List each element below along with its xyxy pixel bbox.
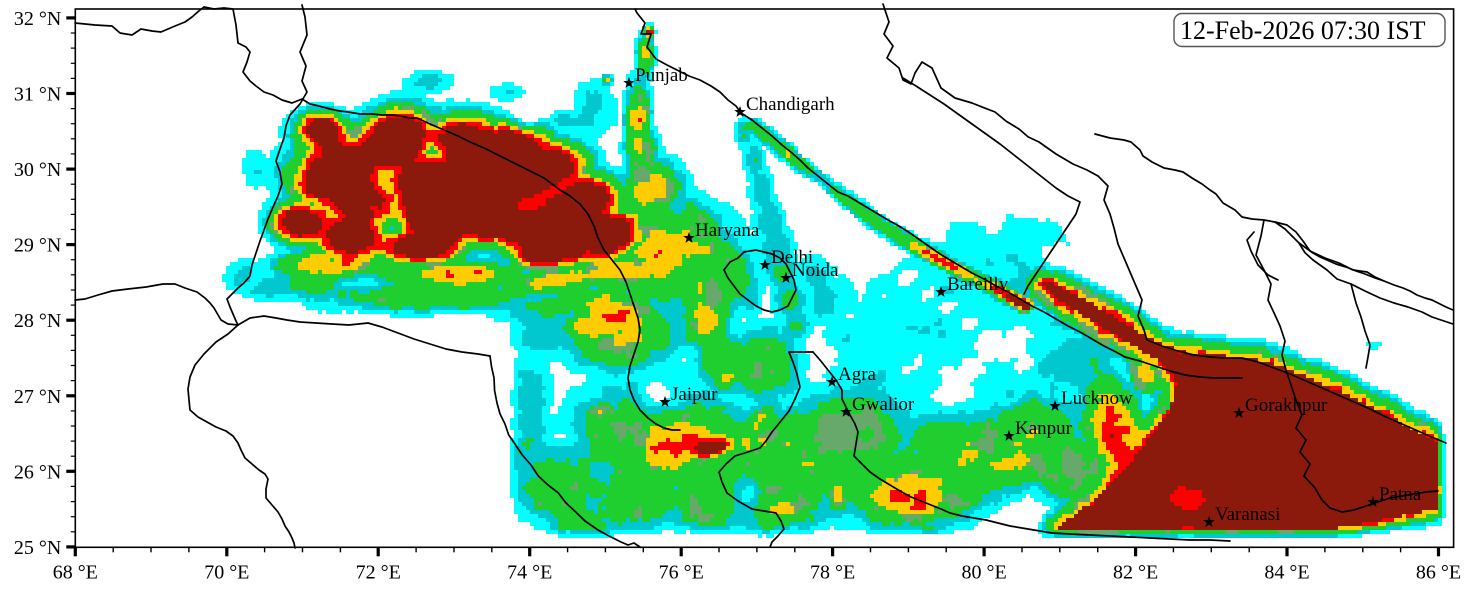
svg-text:Bareilly: Bareilly [947,274,1009,295]
svg-text:30 °N: 30 °N [14,159,61,181]
svg-text:70 °E: 70 °E [204,561,249,583]
svg-text:80 °E: 80 °E [961,561,1006,583]
svg-text:Patna: Patna [1379,484,1422,505]
svg-text:Delhi: Delhi [771,247,813,268]
svg-text:68 °E: 68 °E [53,561,98,583]
svg-text:Noida: Noida [792,260,839,281]
svg-text:Gwalior: Gwalior [852,394,915,415]
svg-text:27 °N: 27 °N [14,386,61,408]
svg-text:86 °E: 86 °E [1416,561,1461,583]
svg-text:29 °N: 29 °N [14,235,61,257]
svg-text:Haryana: Haryana [695,220,760,241]
svg-text:32 °N: 32 °N [14,8,61,30]
svg-text:Varanasi: Varanasi [1215,504,1280,525]
svg-text:74 °E: 74 °E [507,561,552,583]
svg-text:78 °E: 78 °E [810,561,855,583]
svg-text:76 °E: 76 °E [659,561,704,583]
svg-text:Gorakhpur: Gorakhpur [1245,395,1328,416]
svg-text:84 °E: 84 °E [1264,561,1309,583]
svg-text:Chandigarh: Chandigarh [746,94,835,115]
svg-text:Punjab: Punjab [635,65,688,86]
svg-text:25 °N: 25 °N [14,537,61,559]
svg-text:Lucknow: Lucknow [1061,388,1133,409]
svg-text:28 °N: 28 °N [14,310,61,332]
svg-text:31 °N: 31 °N [14,84,61,106]
svg-text:72 °E: 72 °E [356,561,401,583]
svg-text:Agra: Agra [838,364,877,385]
svg-text:12-Feb-2026 07:30 IST: 12-Feb-2026 07:30 IST [1180,16,1426,45]
svg-text:26 °N: 26 °N [14,461,61,483]
svg-text:Kanpur: Kanpur [1015,418,1073,439]
svg-text:Jaipur: Jaipur [671,384,718,405]
svg-text:82 °E: 82 °E [1113,561,1158,583]
